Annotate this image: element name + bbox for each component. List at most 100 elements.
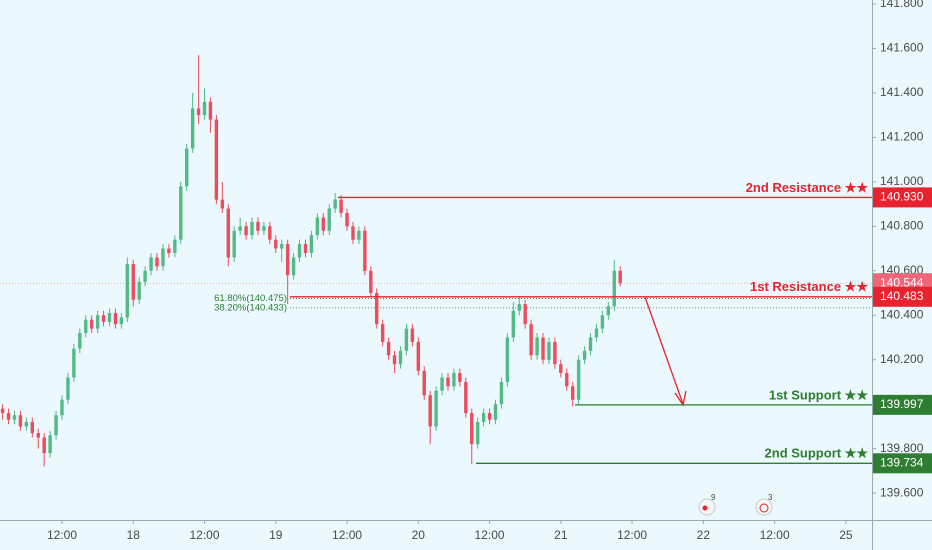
candle-body xyxy=(458,373,462,382)
candle-body xyxy=(571,386,575,400)
candle-body xyxy=(244,226,248,236)
badge-circle xyxy=(755,498,773,516)
x-tick-label: 20 xyxy=(412,528,426,542)
badge-count: 3 xyxy=(768,493,773,502)
candle-body xyxy=(535,337,539,356)
x-tick-label: 12:00 xyxy=(190,528,220,542)
candle-body xyxy=(220,199,225,209)
candle-body xyxy=(369,270,373,294)
candle-body xyxy=(398,350,403,365)
candle-body xyxy=(315,217,320,236)
candle-body xyxy=(499,381,504,405)
candle-body xyxy=(48,435,52,454)
candle-body xyxy=(190,108,195,149)
candle-body xyxy=(440,377,444,391)
candle-body xyxy=(95,315,100,329)
candle-body xyxy=(327,208,331,231)
candle-body xyxy=(481,413,486,422)
candle-body xyxy=(202,101,207,116)
candle-body xyxy=(511,310,516,338)
candle-body xyxy=(208,101,213,120)
candle-body xyxy=(410,328,415,342)
level-price-box xyxy=(873,286,932,307)
candle-body xyxy=(36,433,40,438)
candle-body xyxy=(107,313,112,322)
level-label: 2nd Support ★★ xyxy=(765,446,869,461)
candle-body xyxy=(72,348,76,378)
candle-body xyxy=(89,319,94,329)
candle-body xyxy=(618,270,622,284)
arrow-shaft xyxy=(644,296,684,405)
y-tick-label: 141.600 xyxy=(880,41,924,55)
candle-body xyxy=(232,230,236,258)
candle-body xyxy=(185,148,189,187)
candle-body xyxy=(523,304,527,325)
fib-label: 38.20%(140.433) xyxy=(214,302,287,313)
y-tick-label: 140.800 xyxy=(880,218,924,232)
level-label: 2nd Resistance ★★ xyxy=(746,180,869,195)
candle-body xyxy=(357,230,361,240)
x-tick-label: 12:00 xyxy=(475,528,505,542)
candle-body xyxy=(559,364,563,374)
candle-body xyxy=(119,317,124,325)
candle-body xyxy=(54,415,58,436)
candle-body xyxy=(173,239,177,253)
y-tick-label: 141.400 xyxy=(880,85,924,99)
candle-body xyxy=(464,381,468,414)
candle-body xyxy=(131,264,135,300)
x-tick-label: 19 xyxy=(269,528,283,542)
candle-body xyxy=(375,293,379,325)
candle-body xyxy=(339,199,343,213)
y-tick-label: 141.800 xyxy=(880,0,924,10)
x-tick-label: 22 xyxy=(697,528,711,542)
level-price-label: 140.930 xyxy=(880,190,924,204)
candle-body xyxy=(6,413,11,420)
y-tick-label: 141.200 xyxy=(880,130,924,144)
candle-body xyxy=(285,244,290,276)
x-tick-label: 12:00 xyxy=(332,528,362,542)
candle-body xyxy=(422,370,426,396)
candle-body xyxy=(167,248,171,253)
candle-body xyxy=(24,421,29,427)
x-tick-label: 21 xyxy=(554,528,568,542)
candle-body xyxy=(333,199,337,209)
badge-count: 9 xyxy=(711,493,716,502)
y-tick-label: 139.600 xyxy=(880,485,924,499)
candle-body xyxy=(529,324,533,356)
candle-body xyxy=(434,390,438,427)
y-tick-label: 141.000 xyxy=(880,174,924,188)
candle-body xyxy=(517,304,521,311)
candle-body xyxy=(321,217,325,231)
candle-body xyxy=(12,415,17,420)
candle-body xyxy=(309,235,314,253)
candle-body xyxy=(493,404,498,420)
candle-body xyxy=(18,415,23,427)
y-tick-label: 140.400 xyxy=(880,307,924,321)
candle-body xyxy=(256,221,260,231)
event-badge[interactable]: 9 xyxy=(698,493,716,516)
candle-body xyxy=(594,328,599,338)
x-tick-label: 12:00 xyxy=(617,528,647,542)
level-label: 1st Support ★★ xyxy=(769,387,868,402)
candle-body xyxy=(280,244,284,249)
candle-body xyxy=(42,437,46,454)
event-badge[interactable]: 3 xyxy=(755,493,773,516)
candle-body xyxy=(137,281,141,300)
candle-body xyxy=(250,221,254,236)
candle-body xyxy=(113,313,118,325)
y-tick-label: 140.200 xyxy=(880,352,924,366)
candle-body xyxy=(196,108,201,116)
candle-body xyxy=(505,337,510,382)
candle-body xyxy=(60,399,64,416)
candle-body xyxy=(392,355,397,365)
level-price-box xyxy=(873,394,932,415)
y-tick-label: 139.800 xyxy=(880,441,924,455)
candle-body xyxy=(84,319,88,334)
candle-body xyxy=(600,315,605,329)
candle-body xyxy=(582,350,587,360)
badge-flag xyxy=(759,503,769,513)
candle-body xyxy=(541,337,545,360)
level-price-label: 140.483 xyxy=(880,289,924,303)
